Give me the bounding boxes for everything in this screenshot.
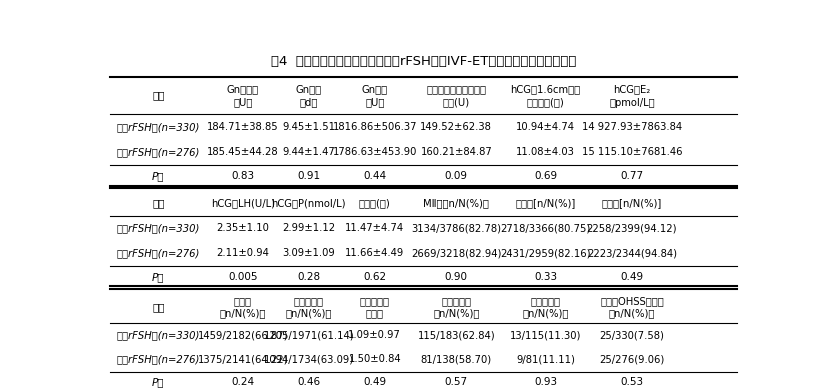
Text: ［n/N(%)］: ［n/N(%)］ (609, 308, 655, 318)
Text: 1.09±0.97: 1.09±0.97 (349, 330, 401, 340)
Text: 2431/2959(82.16): 2431/2959(82.16) (501, 248, 591, 259)
Text: 早期流产率: 早期流产率 (530, 296, 561, 306)
Text: Gn启动量: Gn启动量 (227, 84, 259, 94)
Text: 2223/2344(94.84): 2223/2344(94.84) (587, 248, 677, 259)
Text: 国产rFSH组(n=330): 国产rFSH组(n=330) (116, 122, 200, 132)
Text: P值: P值 (152, 378, 164, 387)
Text: 184.71±38.85: 184.71±38.85 (207, 122, 279, 132)
Text: 1375/2141(64.22): 1375/2141(64.22) (197, 355, 288, 364)
Text: 0.62: 0.62 (363, 272, 387, 282)
Text: Gn总量: Gn总量 (362, 84, 387, 94)
Text: 进口rFSH组(n=276): 进口rFSH组(n=276) (116, 248, 200, 259)
Text: 13/115(11.30): 13/115(11.30) (510, 330, 582, 340)
Text: 9.45±1.51: 9.45±1.51 (282, 122, 335, 132)
Text: hCG日P(nmol/L): hCG日P(nmol/L) (272, 198, 346, 208)
Text: 0.24: 0.24 (231, 378, 254, 387)
Text: 0.49: 0.49 (620, 272, 643, 282)
Text: Gn天数: Gn天数 (296, 84, 322, 94)
Text: 组别: 组别 (152, 198, 164, 208)
Text: 10.94±4.74: 10.94±4.74 (516, 122, 575, 132)
Text: 组别: 组别 (152, 90, 164, 101)
Text: （pmol/L）: （pmol/L） (609, 98, 655, 108)
Text: 11.47±4.74: 11.47±4.74 (345, 223, 404, 234)
Text: 11.08±4.03: 11.08±4.03 (516, 147, 575, 157)
Text: 用量(U): 用量(U) (443, 98, 470, 108)
Text: hCG日E₂: hCG日E₂ (613, 84, 651, 94)
Text: 160.21±84.87: 160.21±84.87 (420, 147, 492, 157)
Text: 0.57: 0.57 (444, 378, 468, 387)
Text: 2669/3218(82.94): 2669/3218(82.94) (411, 248, 501, 259)
Text: 0.53: 0.53 (620, 378, 643, 387)
Text: （U）: （U） (365, 98, 384, 108)
Text: 0.93: 0.93 (534, 378, 558, 387)
Text: 1816.86±506.37: 1816.86±506.37 (332, 122, 417, 132)
Text: 25/330(7.58): 25/330(7.58) (600, 330, 664, 340)
Text: 81/138(58.70): 81/138(58.70) (420, 355, 491, 364)
Text: 表4  卵巢高反应组使用国产及进口rFSH患者IVF-ET临床资料及妊娠结局比较: 表4 卵巢高反应组使用国产及进口rFSH患者IVF-ET临床资料及妊娠结局比较 (271, 55, 576, 68)
Text: 移植胚胎数: 移植胚胎数 (359, 296, 390, 306)
Text: 1205/1971(61.14): 1205/1971(61.14) (263, 330, 354, 340)
Text: hCG日1.6cm以上: hCG日1.6cm以上 (510, 84, 581, 94)
Text: 149.52±62.38: 149.52±62.38 (420, 122, 492, 132)
Text: 囊胚形成率: 囊胚形成率 (294, 296, 324, 306)
Text: 受精率[n/N(%)]: 受精率[n/N(%)] (515, 198, 576, 208)
Text: 0.49: 0.49 (363, 378, 387, 387)
Text: 1786.63±453.90: 1786.63±453.90 (333, 147, 417, 157)
Text: 2258/2399(94.12): 2258/2399(94.12) (586, 223, 677, 234)
Text: （个）: （个） (366, 308, 384, 318)
Text: 9/81(11.11): 9/81(11.11) (516, 355, 575, 364)
Text: P值: P值 (152, 272, 164, 282)
Text: ［n/N(%)］: ［n/N(%)］ (286, 308, 332, 318)
Text: 11.66±4.49: 11.66±4.49 (345, 248, 405, 259)
Text: 进口rFSH组(n=276): 进口rFSH组(n=276) (116, 355, 200, 364)
Text: 0.33: 0.33 (534, 272, 558, 282)
Text: 国产rFSH组(n=330): 国产rFSH组(n=330) (116, 223, 200, 234)
Text: 115/183(62.84): 115/183(62.84) (417, 330, 495, 340)
Text: （d）: （d） (300, 98, 318, 108)
Text: 0.91: 0.91 (297, 171, 320, 181)
Text: 优胚率: 优胚率 (234, 296, 252, 306)
Text: 0.44: 0.44 (363, 171, 387, 181)
Text: ［n/N(%)］: ［n/N(%)］ (433, 308, 479, 318)
Text: 0.005: 0.005 (228, 272, 258, 282)
Text: 0.69: 0.69 (534, 171, 558, 181)
Text: 2.99±1.12: 2.99±1.12 (282, 223, 335, 234)
Text: 组别: 组别 (152, 302, 164, 312)
Text: 1.50±0.84: 1.50±0.84 (349, 355, 401, 364)
Text: ［n/N(%)］: ［n/N(%)］ (220, 308, 266, 318)
Text: MⅡ率［n/N(%)］: MⅡ率［n/N(%)］ (423, 198, 489, 208)
Text: 大卵泡数(个): 大卵泡数(个) (527, 98, 564, 108)
Text: ［n/N(%)］: ［n/N(%)］ (523, 308, 569, 318)
Text: 1094/1734(63.09): 1094/1734(63.09) (263, 355, 354, 364)
Text: 3134/3786(82.78): 3134/3786(82.78) (411, 223, 501, 234)
Text: 25/276(9.06): 25/276(9.06) (600, 355, 665, 364)
Text: 临床妊娠率: 临床妊娠率 (441, 296, 472, 306)
Text: 15 115.10±7681.46: 15 115.10±7681.46 (582, 147, 682, 157)
Text: 国产rFSH组(n=330): 国产rFSH组(n=330) (116, 330, 200, 340)
Text: 9.44±1.47: 9.44±1.47 (282, 147, 335, 157)
Text: 卵裂率[n/N(%)]: 卵裂率[n/N(%)] (602, 198, 662, 208)
Text: 中重度OHSS发生率: 中重度OHSS发生率 (600, 296, 664, 306)
Text: 2718/3366(80.75): 2718/3366(80.75) (501, 223, 591, 234)
Text: 2.11±0.94: 2.11±0.94 (216, 248, 269, 259)
Text: 进口rFSH组(n=276): 进口rFSH组(n=276) (116, 147, 200, 157)
Text: 0.46: 0.46 (297, 378, 320, 387)
Text: 0.09: 0.09 (444, 171, 468, 181)
Text: 3.09±1.09: 3.09±1.09 (282, 248, 335, 259)
Text: 1459/2182(66.87): 1459/2182(66.87) (197, 330, 288, 340)
Text: 0.83: 0.83 (231, 171, 254, 181)
Text: 0.77: 0.77 (620, 171, 643, 181)
Text: 14 927.93±7863.84: 14 927.93±7863.84 (582, 122, 682, 132)
Text: 0.28: 0.28 (297, 272, 320, 282)
Text: 0.90: 0.90 (444, 272, 468, 282)
Text: 注射用高纯度尿促性素: 注射用高纯度尿促性素 (426, 84, 487, 94)
Text: hCG日LH(U/L): hCG日LH(U/L) (211, 198, 275, 208)
Text: （U）: （U） (233, 98, 253, 108)
Text: P值: P值 (152, 171, 164, 181)
Text: 获卵数(个): 获卵数(个) (358, 198, 391, 208)
Text: 2.35±1.10: 2.35±1.10 (216, 223, 269, 234)
Text: 185.45±44.28: 185.45±44.28 (207, 147, 279, 157)
